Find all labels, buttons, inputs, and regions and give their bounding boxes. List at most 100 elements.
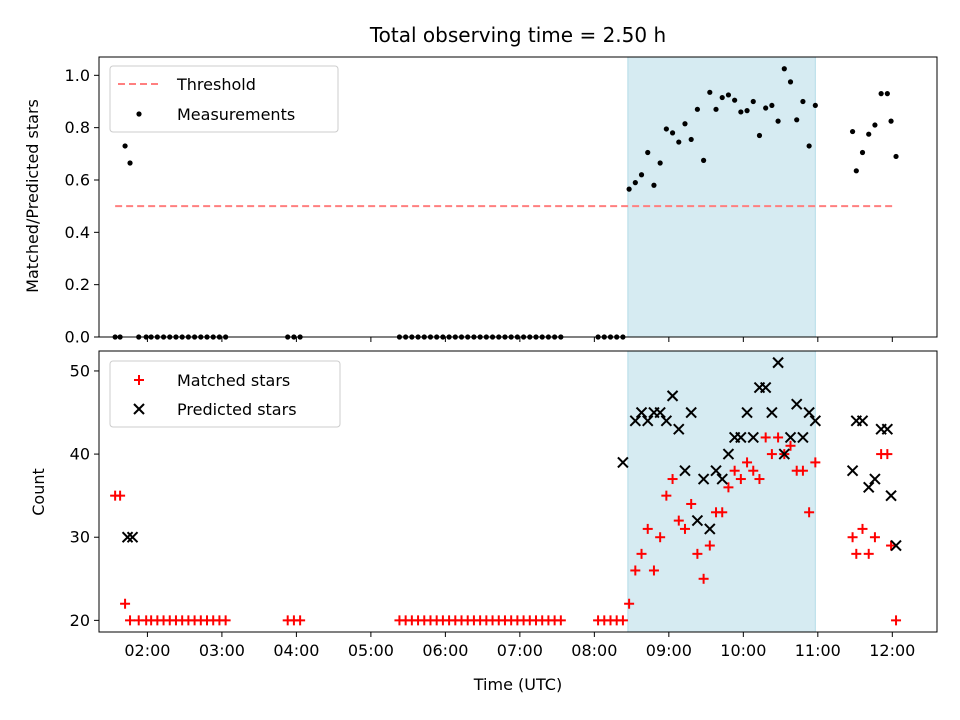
- legend-measurements-swatch: [136, 111, 142, 117]
- bottom-x-axis-ticks: 02:00 03:00 04:00 05:00 06:00 07:00 08:00 09:00…: [124, 632, 915, 660]
- matched-star-point: [886, 540, 897, 551]
- matched-star-point: [648, 565, 659, 576]
- matched-star-point: [869, 532, 880, 543]
- matched-star-point: [748, 465, 759, 476]
- measurement-point: [719, 94, 725, 101]
- matched-star-point: [717, 507, 728, 518]
- matched-star-point: [673, 515, 684, 526]
- measurement-point: [122, 143, 128, 149]
- matched-star-point: [661, 490, 672, 501]
- matched-star-point: [698, 573, 709, 584]
- measurement-point: [781, 66, 787, 72]
- predicted-star-point: [885, 489, 897, 502]
- measurement-point: [657, 160, 663, 166]
- matched-star-point: [704, 540, 715, 551]
- measurement-point: [701, 157, 707, 163]
- measurement-point: [725, 92, 732, 98]
- y-tick-label: 0.6: [65, 170, 90, 189]
- predicted-star-point: [666, 390, 679, 402]
- y-tick-label: 1.0: [65, 66, 90, 85]
- matched-stars-series: [110, 432, 902, 626]
- predicted-star-point: [710, 465, 722, 477]
- predicted-star-point: [766, 406, 778, 419]
- predicted-star-point: [759, 381, 772, 394]
- legend-predicted-swatch: [133, 403, 145, 415]
- predicted-star-point: [642, 415, 654, 427]
- predicted-star-point: [691, 514, 704, 527]
- x-tick-label: 02:00: [124, 641, 170, 660]
- y-tick-label: 20: [70, 611, 90, 630]
- measurement-point: [638, 172, 645, 178]
- bottom-legend-box: [109, 360, 341, 428]
- measurement-point: [884, 91, 890, 97]
- measurement-point: [756, 132, 763, 139]
- predicted-star-point: [685, 406, 697, 419]
- matched-star-point: [742, 457, 753, 468]
- measurement-point: [744, 108, 750, 114]
- y-tick-label: 40: [70, 445, 90, 464]
- measurement-point: [812, 102, 818, 109]
- predicted-star-point: [784, 431, 797, 444]
- top-y-axis-ticks: 0.0 0.2 0.4 0.6 0.8 1.0: [65, 66, 99, 347]
- measurement-point: [676, 139, 682, 145]
- matched-star-point: [863, 548, 874, 559]
- matched-star-point: [847, 532, 858, 543]
- matched-star-point: [729, 465, 740, 476]
- predicted-stars-series: [121, 356, 902, 552]
- predicted-star-point: [863, 481, 875, 494]
- matched-star-point: [882, 449, 893, 460]
- matched-star-point: [692, 548, 703, 559]
- predicted-star-point: [722, 448, 735, 460]
- measurement-point: [849, 128, 856, 135]
- measurement-point: [769, 102, 775, 109]
- predicted-star-point: [697, 473, 710, 485]
- matched-star-point: [220, 615, 231, 626]
- predicted-star-point: [747, 431, 759, 444]
- predicted-star-point: [791, 398, 803, 410]
- predicted-star-point: [809, 415, 822, 427]
- matched-star-point: [636, 548, 647, 559]
- matched-star-point: [120, 598, 131, 609]
- matched-star-point: [754, 474, 765, 485]
- measurement-point: [794, 117, 800, 123]
- top-highlight-span: [627, 56, 816, 338]
- measurement-point: [651, 182, 657, 188]
- predicted-star-point: [803, 406, 815, 419]
- predicted-star-point: [778, 448, 791, 460]
- matched-star-point: [686, 498, 697, 509]
- measurement-point: [866, 131, 872, 137]
- bottom-highlight-span: [627, 350, 816, 633]
- matched-star-point: [679, 523, 690, 534]
- measurement-point: [127, 160, 133, 166]
- measurement-point: [732, 97, 738, 103]
- legend-matched-swatch: [134, 375, 144, 385]
- measurement-point: [787, 79, 794, 85]
- measurements-series: [112, 66, 899, 340]
- measurement-point: [632, 180, 638, 186]
- bottom-y-axis-label: Count: [29, 468, 48, 516]
- x-tick-label: 10:00: [720, 641, 766, 660]
- measurement-point: [750, 98, 756, 105]
- matched-star-point: [125, 615, 136, 626]
- bottom-y-axis-ticks: 20 30 40 50: [70, 361, 99, 630]
- x-tick-label: 12:00: [869, 641, 915, 660]
- top-x-axis-ticks: [146, 337, 893, 342]
- measurement-point: [707, 89, 713, 95]
- predicted-star-point: [635, 406, 648, 419]
- y-tick-label: 0.4: [65, 223, 90, 242]
- predicted-star-point: [741, 406, 753, 419]
- matched-star-point: [857, 523, 868, 534]
- x-tick-label: 07:00: [497, 641, 543, 660]
- chart-title: Total observing time = 2.50 h: [369, 23, 666, 47]
- x-tick-label: 03:00: [199, 641, 245, 660]
- measurement-point: [645, 149, 651, 156]
- measurement-point: [775, 118, 781, 124]
- matched-star-point: [555, 615, 566, 626]
- measurement-point: [859, 149, 866, 156]
- measurement-point: [763, 105, 769, 111]
- matched-star-point: [773, 432, 784, 443]
- matched-star-point: [295, 615, 306, 626]
- predicted-star-point: [856, 415, 869, 427]
